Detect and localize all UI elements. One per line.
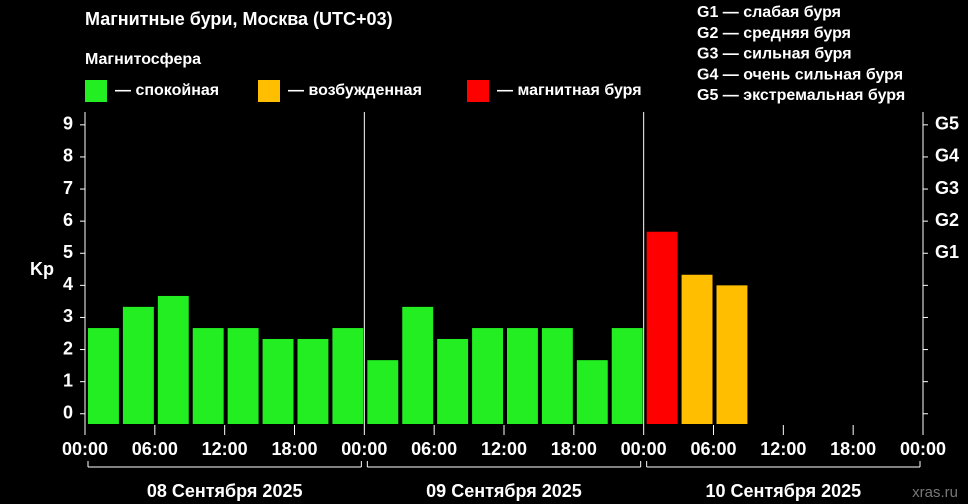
- legend-swatch: [85, 80, 107, 102]
- bar: [507, 328, 538, 424]
- x-tick-label: 00:00: [62, 439, 108, 459]
- bar: [576, 360, 608, 424]
- storm-level: G3 — сильная буря: [697, 46, 852, 63]
- day-label: 10 Сентября 2025: [706, 481, 862, 501]
- bar: [122, 306, 154, 424]
- chart-title: Магнитные бури, Москва (UTC+03): [85, 9, 393, 29]
- bar: [157, 295, 189, 424]
- storm-level: G2 — средняя буря: [697, 25, 851, 42]
- bar: [402, 306, 434, 424]
- legend-swatch: [467, 80, 489, 102]
- bar: [541, 328, 573, 424]
- x-tick-label: 00:00: [341, 439, 387, 459]
- day-label: 09 Сентября 2025: [426, 481, 582, 501]
- bar: [192, 328, 224, 424]
- subtitle: Магнитосфера: [85, 51, 201, 68]
- watermark: xras.ru: [912, 484, 958, 501]
- storm-level: G4 — очень сильная буря: [697, 66, 903, 83]
- y-tick-label: 8: [63, 146, 73, 166]
- legend-label: — спокойная: [115, 82, 219, 99]
- bar: [367, 360, 399, 424]
- y2-tick-label: G2: [935, 210, 959, 230]
- x-tick-label: 06:00: [411, 439, 457, 459]
- y2-tick-label: G4: [935, 146, 959, 166]
- storm-level: G1 — слабая буря: [697, 4, 841, 21]
- x-tick-label: 12:00: [481, 439, 527, 459]
- y2-tick-label: G1: [935, 242, 959, 262]
- x-tick-label: 06:00: [690, 439, 736, 459]
- x-tick-label: 18:00: [551, 439, 597, 459]
- y-tick-label: 9: [63, 114, 73, 134]
- y-tick-label: 3: [63, 306, 73, 326]
- bar: [227, 328, 259, 424]
- legend-swatch: [258, 80, 280, 102]
- bar: [611, 328, 643, 424]
- bar: [716, 285, 748, 424]
- x-tick-label: 18:00: [271, 439, 317, 459]
- y-axis-label: Kp: [30, 259, 54, 279]
- y-tick-label: 5: [63, 242, 73, 262]
- x-tick-label: 12:00: [760, 439, 806, 459]
- bar: [437, 338, 469, 424]
- bar: [646, 231, 678, 424]
- y-tick-label: 2: [63, 338, 73, 358]
- x-tick-label: 00:00: [621, 439, 667, 459]
- bar: [297, 338, 329, 424]
- bar: [88, 328, 119, 424]
- day-label: 08 Сентября 2025: [147, 481, 303, 501]
- y-tick-label: 4: [63, 274, 73, 294]
- y-tick-label: 0: [63, 403, 73, 423]
- legend-label: — возбужденная: [288, 82, 422, 99]
- y-tick-label: 7: [63, 178, 73, 198]
- bar: [472, 328, 503, 424]
- bar: [262, 338, 294, 424]
- x-tick-label: 12:00: [202, 439, 248, 459]
- legend-label: — магнитная буря: [497, 82, 642, 99]
- y2-tick-label: G5: [935, 114, 959, 134]
- storm-level: G5 — экстремальная буря: [697, 87, 905, 104]
- bar: [332, 328, 364, 424]
- y-tick-label: 1: [63, 370, 73, 390]
- bar: [681, 274, 713, 424]
- x-tick-label: 06:00: [132, 439, 178, 459]
- x-tick-label: 18:00: [830, 439, 876, 459]
- y-tick-label: 6: [63, 210, 73, 230]
- y2-tick-label: G3: [935, 178, 959, 198]
- x-tick-label: 00:00: [900, 439, 946, 459]
